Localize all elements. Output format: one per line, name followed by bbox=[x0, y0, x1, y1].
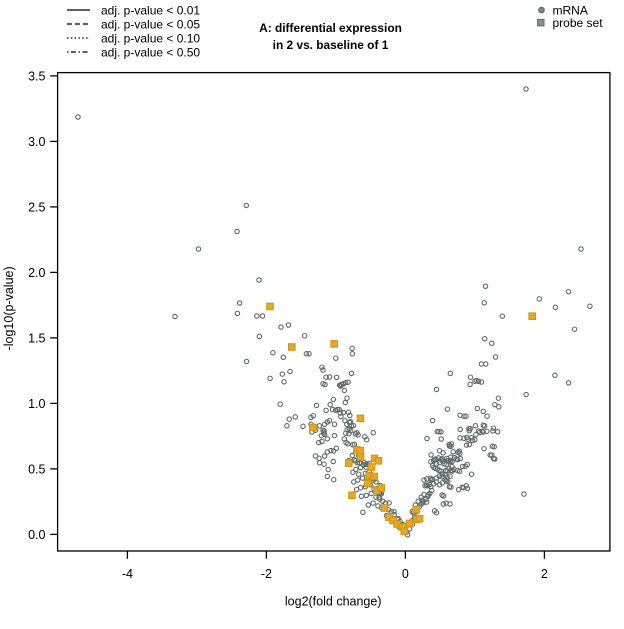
svg-text:log2(fold change): log2(fold change) bbox=[285, 594, 382, 608]
svg-text:2.0: 2.0 bbox=[28, 266, 45, 280]
svg-text:0: 0 bbox=[402, 567, 409, 581]
svg-text:adj. p-value < 0.01: adj. p-value < 0.01 bbox=[101, 3, 200, 17]
svg-text:mRNA: mRNA bbox=[553, 3, 588, 17]
svg-text:probe set: probe set bbox=[553, 16, 604, 30]
svg-text:1.5: 1.5 bbox=[28, 332, 45, 346]
svg-text:-log10(p-value): -log10(p-value) bbox=[2, 266, 16, 350]
svg-text:0.5: 0.5 bbox=[28, 463, 45, 477]
svg-text:3.0: 3.0 bbox=[28, 135, 45, 149]
svg-text:adj. p-value < 0.05: adj. p-value < 0.05 bbox=[101, 17, 200, 31]
svg-text:1.0: 1.0 bbox=[28, 397, 45, 411]
svg-text:2: 2 bbox=[541, 567, 548, 581]
svg-text:in 2 vs. baseline of 1: in 2 vs. baseline of 1 bbox=[273, 38, 389, 52]
svg-text:adj. p-value < 0.50: adj. p-value < 0.50 bbox=[101, 45, 200, 59]
svg-text:2.5: 2.5 bbox=[28, 201, 45, 215]
svg-text:A: differential expression: A: differential expression bbox=[259, 21, 402, 35]
svg-text:-2: -2 bbox=[261, 567, 272, 581]
svg-text:adj. p-value < 0.10: adj. p-value < 0.10 bbox=[101, 31, 200, 45]
svg-text:0.0: 0.0 bbox=[28, 528, 45, 542]
svg-text:3.5: 3.5 bbox=[28, 70, 45, 84]
svg-text:-4: -4 bbox=[122, 567, 133, 581]
